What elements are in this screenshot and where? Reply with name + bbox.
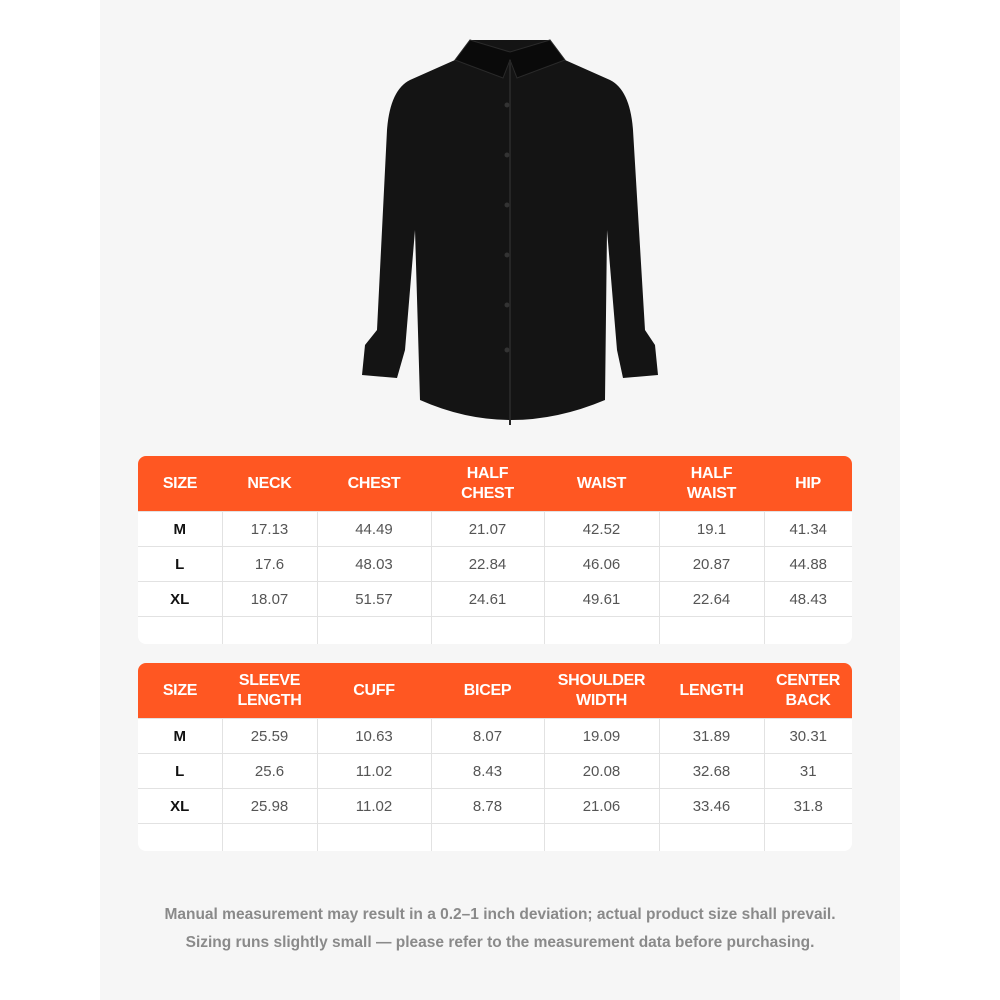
column-header: HALF CHEST	[431, 456, 544, 512]
empty-row	[138, 616, 852, 644]
column-header: HALF WAIST	[659, 456, 764, 512]
size-table-body-measurements: SIZE NECK CHEST HALF CHEST WAIST HALF WAIST HI…	[138, 456, 852, 644]
value-cell: 22.84	[431, 546, 545, 582]
value-cell: 8.07	[431, 718, 545, 754]
value-cell: 44.88	[764, 546, 852, 582]
empty-cell	[544, 616, 660, 644]
empty-row	[138, 823, 852, 851]
column-header: SIZE	[138, 663, 222, 719]
value-cell: 25.59	[222, 718, 318, 754]
value-cell: 48.03	[317, 546, 432, 582]
value-cell: 19.1	[659, 511, 765, 547]
value-cell: 33.46	[659, 788, 765, 824]
value-cell: 11.02	[317, 788, 432, 824]
value-cell: 25.6	[222, 753, 318, 789]
value-cell: 19.09	[544, 718, 660, 754]
table-header-row: SIZE SLEEVE LENGTH CUFF BICEP SHOULDER WIDTH…	[138, 663, 852, 719]
value-cell: 8.43	[431, 753, 545, 789]
black-shirt-image	[362, 39, 658, 425]
value-cell: 48.43	[764, 581, 852, 617]
table-row: XL 25.98 11.02 8.78 21.06 33.46 31.8	[138, 788, 852, 824]
size-cell: XL	[138, 581, 223, 617]
value-cell: 31	[764, 753, 852, 789]
size-cell: L	[138, 753, 223, 789]
empty-cell	[544, 823, 660, 851]
measurement-note: Manual measurement may result in a 0.2–1…	[164, 906, 836, 923]
value-cell: 44.49	[317, 511, 432, 547]
column-header: CUFF	[317, 663, 431, 719]
value-cell: 41.34	[764, 511, 852, 547]
value-cell: 42.52	[544, 511, 660, 547]
empty-cell	[317, 823, 432, 851]
size-cell: L	[138, 546, 223, 582]
value-cell: 10.63	[317, 718, 432, 754]
table-row: M 17.13 44.49 21.07 42.52 19.1 41.34	[138, 511, 852, 547]
empty-cell	[222, 616, 318, 644]
value-cell: 20.08	[544, 753, 660, 789]
empty-cell	[659, 823, 765, 851]
value-cell: 31.89	[659, 718, 765, 754]
column-header: LENGTH	[659, 663, 764, 719]
column-header: SLEEVE LENGTH	[222, 663, 317, 719]
value-cell: 21.07	[431, 511, 545, 547]
empty-cell	[764, 616, 852, 644]
empty-cell	[764, 823, 852, 851]
size-cell: XL	[138, 788, 223, 824]
value-cell: 24.61	[431, 581, 545, 617]
table-row: M 25.59 10.63 8.07 19.09 31.89 30.31	[138, 718, 852, 754]
table-row: L 25.6 11.02 8.43 20.08 32.68 31	[138, 753, 852, 789]
value-cell: 22.64	[659, 581, 765, 617]
value-cell: 17.13	[222, 511, 318, 547]
table-row: L 17.6 48.03 22.84 46.06 20.87 44.88	[138, 546, 852, 582]
value-cell: 8.78	[431, 788, 545, 824]
column-header: HIP	[764, 456, 852, 512]
size-cell: M	[138, 511, 223, 547]
value-cell: 46.06	[544, 546, 660, 582]
empty-cell	[431, 616, 545, 644]
value-cell: 51.57	[317, 581, 432, 617]
empty-cell	[138, 616, 223, 644]
value-cell: 30.31	[764, 718, 852, 754]
empty-cell	[659, 616, 765, 644]
value-cell: 21.06	[544, 788, 660, 824]
column-header: CENTER BACK	[764, 663, 852, 719]
size-table-sleeve-length: SIZE SLEEVE LENGTH CUFF BICEP SHOULDER WIDTH…	[138, 663, 852, 851]
sizing-note: Sizing runs slightly small — please refe…	[185, 934, 815, 951]
empty-cell	[431, 823, 545, 851]
value-cell: 31.8	[764, 788, 852, 824]
column-header: SHOULDER WIDTH	[544, 663, 659, 719]
size-cell: M	[138, 718, 223, 754]
column-header: NECK	[222, 456, 317, 512]
value-cell: 11.02	[317, 753, 432, 789]
empty-cell	[138, 823, 223, 851]
value-cell: 20.87	[659, 546, 765, 582]
column-header: CHEST	[317, 456, 431, 512]
empty-cell	[317, 616, 432, 644]
column-header: SIZE	[138, 456, 222, 512]
value-cell: 18.07	[222, 581, 318, 617]
table-row: XL 18.07 51.57 24.61 49.61 22.64 48.43	[138, 581, 852, 617]
value-cell: 25.98	[222, 788, 318, 824]
value-cell: 17.6	[222, 546, 318, 582]
value-cell: 49.61	[544, 581, 660, 617]
column-header: WAIST	[544, 456, 659, 512]
column-header: BICEP	[431, 663, 544, 719]
table-header-row: SIZE NECK CHEST HALF CHEST WAIST HALF WAIST HI…	[138, 456, 852, 512]
empty-cell	[222, 823, 318, 851]
value-cell: 32.68	[659, 753, 765, 789]
